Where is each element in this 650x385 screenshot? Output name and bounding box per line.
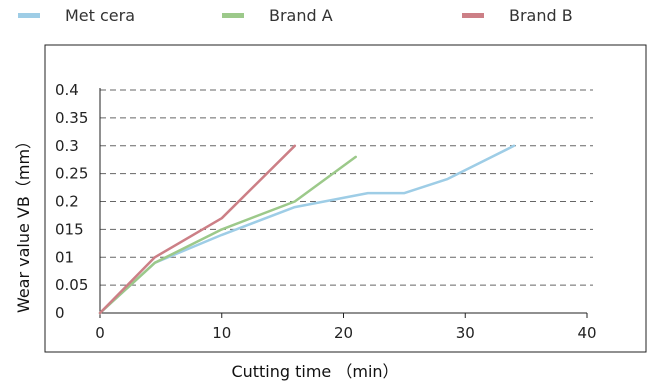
x-tick-label: 30 — [456, 324, 475, 342]
y-tick-label: 015 — [55, 220, 84, 238]
x-tick-labels: 0 10 20 30 40 — [95, 324, 596, 342]
y-tick-label: 0.35 — [55, 109, 88, 127]
plot-frame — [44, 44, 647, 353]
y-tick-label: 0.25 — [55, 165, 88, 183]
y-tick-label: 0.4 — [55, 81, 79, 99]
y-tick-labels: 0 0.05 01 015 0.2 0.25 0.3 0.35 0.4 — [55, 81, 88, 322]
legend-swatch — [222, 13, 244, 18]
series-lines — [98, 144, 516, 315]
x-tick-label: 20 — [334, 324, 353, 342]
y-tick-label: 0 — [55, 304, 65, 322]
legend-swatch — [18, 13, 40, 18]
y-tick-label: 0.3 — [55, 137, 79, 155]
series-line-2 — [98, 144, 297, 315]
y-tick-label: 0.2 — [55, 193, 79, 211]
x-axis-label: Cutting time （min） — [231, 362, 398, 381]
y-tick-label: 0.05 — [55, 276, 88, 294]
x-tick-label: 0 — [95, 324, 105, 342]
legend-label: Met cera — [65, 6, 135, 25]
x-tick-label: 10 — [212, 324, 231, 342]
series-line-1 — [98, 155, 357, 315]
axes — [99, 88, 588, 318]
legend-label: Brand B — [509, 6, 573, 25]
legend: Met cera Brand A Brand B — [18, 6, 573, 25]
legend-swatch — [462, 13, 484, 18]
y-tick-label: 01 — [55, 248, 74, 266]
y-axis-label: Wear value VB（mm） — [14, 133, 33, 313]
legend-label: Brand A — [269, 6, 333, 25]
x-tick-label: 40 — [577, 324, 596, 342]
grid — [100, 89, 593, 286]
